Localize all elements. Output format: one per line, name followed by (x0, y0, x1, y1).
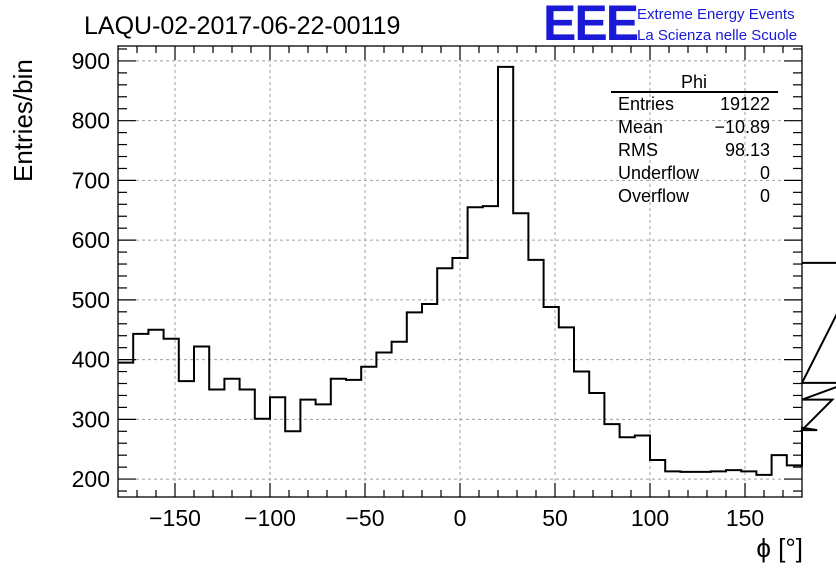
x-tick-label: 50 (542, 505, 568, 531)
x-tick-label: −100 (244, 505, 296, 531)
logo-line-2: La Scienza nelle Scuole (637, 27, 797, 44)
histogram-series-line (118, 65, 836, 476)
chart-title: LAQU-02-2017-06-22-00119 (84, 12, 400, 40)
logo-line-1: Extreme Energy Events (637, 6, 795, 23)
x-tick-label: 100 (631, 505, 669, 531)
stats-row-label: Mean (618, 117, 663, 137)
stats-title: Phi (681, 72, 707, 92)
stats-row-label: Entries (618, 94, 674, 114)
y-tick-label: 400 (72, 347, 110, 373)
y-tick-label: 800 (72, 108, 110, 134)
stats-row-value: −10.89 (714, 117, 770, 137)
axis-ticks (118, 46, 802, 497)
y-tick-label: 600 (72, 227, 110, 253)
stats-row-label: Underflow (618, 163, 700, 183)
stats-row-value: 19122 (720, 94, 770, 114)
tick-labels: −150 −100 −50 0 50 100 150 200 300 400 500 600 700 80… (72, 48, 765, 531)
x-tick-label: 0 (454, 505, 467, 531)
stats-row-value: 0 (760, 163, 770, 183)
grid-lines (118, 46, 802, 497)
stats-rows: Entries 19122 Mean −10.89 RMS 98.13 Underflow 0… (618, 94, 770, 206)
logo-mark: EEE (543, 0, 638, 51)
x-tick-label: −150 (149, 505, 201, 531)
stats-row-label: Overflow (618, 186, 690, 206)
y-tick-label: 700 (72, 167, 110, 193)
x-tick-label: 150 (726, 505, 764, 531)
x-axis-title: ϕ [°] (756, 533, 803, 563)
stats-row-value: 98.13 (725, 140, 770, 160)
stats-row-label: RMS (618, 140, 658, 160)
x-tick-label: −50 (345, 505, 384, 531)
y-tick-label: 300 (72, 406, 110, 432)
y-tick-label: 200 (72, 466, 110, 492)
eee-logo: EEE Extreme Energy Events La Scienza nel… (543, 0, 797, 51)
stats-row-value: 0 (760, 186, 770, 206)
stats-box: Phi Entries 19122 Mean −10.89 RMS 98.13 Underf… (611, 72, 778, 206)
y-tick-label: 500 (72, 287, 110, 313)
y-axis-title: Entries/bin (8, 59, 38, 182)
y-tick-label: 900 (72, 48, 110, 74)
